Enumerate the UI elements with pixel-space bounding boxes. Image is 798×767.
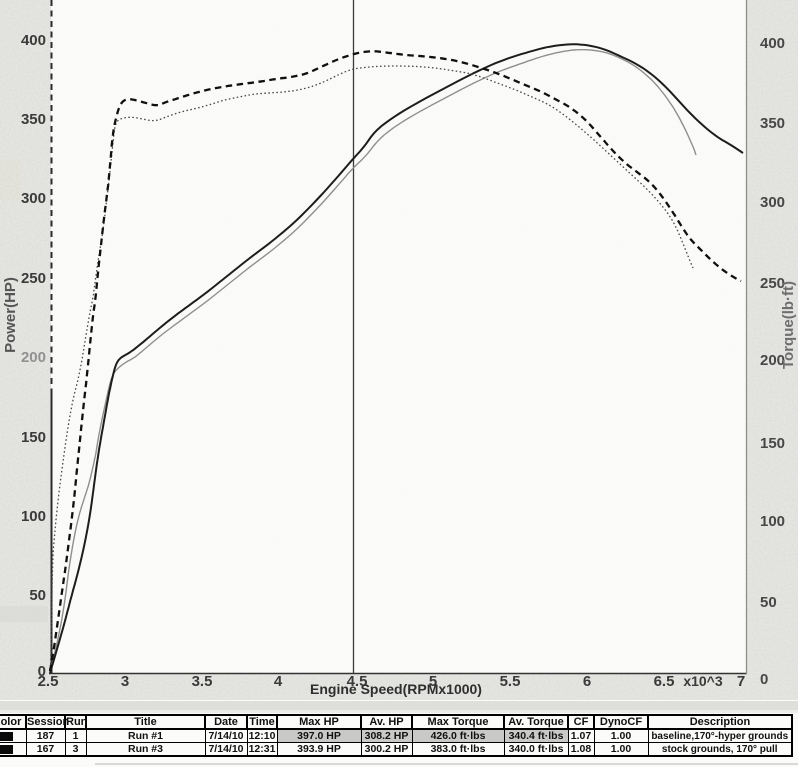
svg-text:400: 400 — [21, 32, 46, 49]
svg-text:100: 100 — [760, 513, 785, 530]
svg-text:3: 3 — [121, 673, 129, 690]
svg-text:350: 350 — [21, 111, 46, 128]
svg-text:3.5: 3.5 — [192, 673, 213, 690]
svg-text:5: 5 — [429, 673, 437, 690]
svg-text:5.5: 5.5 — [500, 673, 521, 690]
svg-text:7: 7 — [737, 673, 745, 690]
svg-text:Power(HP): Power(HP) — [2, 277, 19, 353]
svg-text:400: 400 — [760, 35, 785, 52]
svg-text:250: 250 — [21, 270, 46, 287]
svg-text:150: 150 — [760, 435, 785, 452]
svg-text:350: 350 — [760, 115, 785, 132]
svg-text:2.5: 2.5 — [38, 673, 59, 690]
svg-text:0: 0 — [38, 663, 46, 680]
svg-text:x10^3: x10^3 — [683, 673, 723, 689]
svg-text:Torque(lb·ft): Torque(lb·ft) — [780, 281, 797, 369]
svg-text:4: 4 — [274, 673, 283, 690]
svg-text:6.5: 6.5 — [654, 673, 675, 690]
svg-text:0: 0 — [760, 671, 768, 688]
svg-text:100: 100 — [21, 508, 46, 525]
svg-text:300: 300 — [21, 190, 46, 207]
svg-text:4.5: 4.5 — [347, 673, 368, 690]
svg-text:50: 50 — [760, 594, 777, 611]
svg-text:300: 300 — [760, 194, 785, 211]
svg-text:Engine Speed(RPMx1000): Engine Speed(RPMx1000) — [310, 681, 482, 697]
svg-text:6: 6 — [583, 673, 591, 690]
svg-text:250: 250 — [760, 275, 785, 292]
svg-text:50: 50 — [29, 587, 46, 604]
svg-text:150: 150 — [21, 429, 46, 446]
svg-text:200: 200 — [760, 352, 785, 369]
svg-text:200: 200 — [21, 349, 46, 366]
